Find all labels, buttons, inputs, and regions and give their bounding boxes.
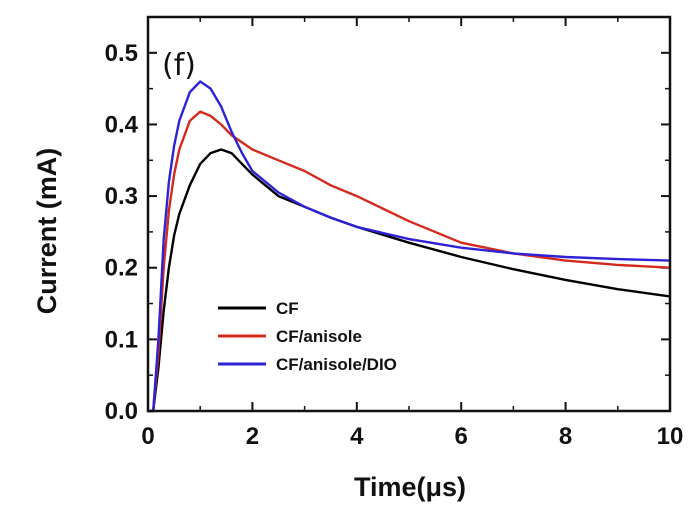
legend: CF CF/anisole CF/anisole/DIO xyxy=(218,299,397,374)
y-tick-label: 0.1 xyxy=(105,326,138,353)
plot-frame xyxy=(146,15,672,413)
series-lines xyxy=(148,80,671,413)
x-tick-label: 2 xyxy=(246,423,259,450)
y-tick-label: 0.3 xyxy=(105,183,138,210)
tick-labels: 0 2 4 6 8 10 0.0 0.1 0.2 0.3 0.4 0.5 xyxy=(105,40,684,450)
y-axis-title: Current (mA) xyxy=(32,148,62,315)
y-tick-label: 0.0 xyxy=(105,398,138,425)
y-tick-label: 0.5 xyxy=(105,40,138,67)
x-tick-label: 10 xyxy=(657,423,684,450)
x-tick-label: 0 xyxy=(141,423,154,450)
x-tick-label: 4 xyxy=(350,423,364,450)
legend-label-cf-anisole-dio: CF/anisole/DIO xyxy=(276,355,397,374)
legend-label-cf: CF xyxy=(276,299,299,318)
tick-marks xyxy=(147,17,671,412)
x-tick-label: 8 xyxy=(559,423,572,450)
x-tick-label: 6 xyxy=(455,423,468,450)
series-line-cf xyxy=(148,148,671,413)
panel-label: (f) xyxy=(162,48,196,83)
legend-label-cf-anisole: CF/anisole xyxy=(276,327,362,346)
series-line-cf-anisole xyxy=(148,110,671,413)
series-line-cf-anisole-dio xyxy=(148,80,671,413)
y-tick-label: 0.4 xyxy=(105,111,139,138)
y-tick-label: 0.2 xyxy=(105,255,138,282)
x-axis-title: Time(μs) xyxy=(354,472,466,502)
